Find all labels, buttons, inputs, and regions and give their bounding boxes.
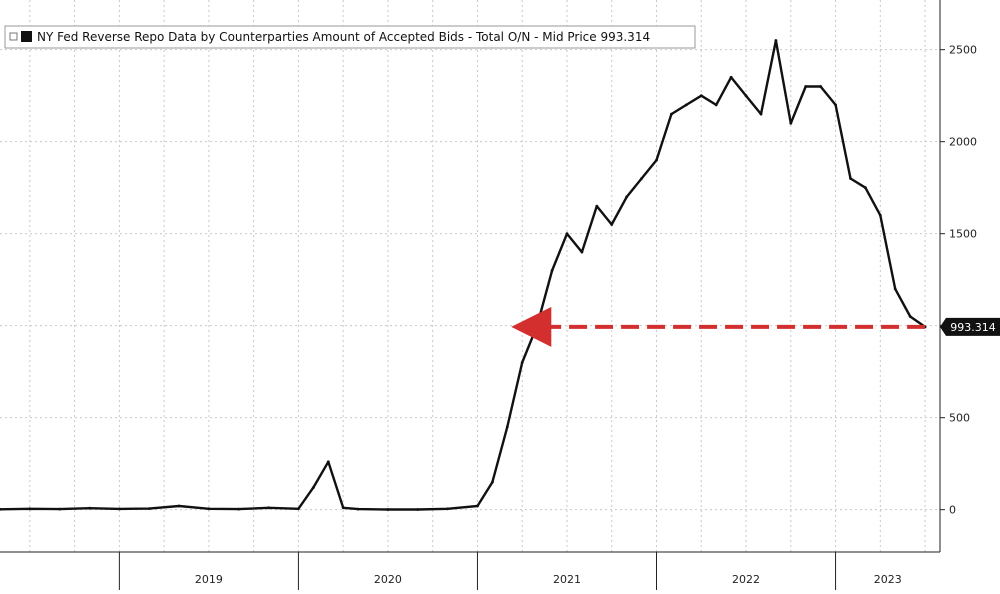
x-gridlines [29, 0, 926, 552]
series-layer [0, 39, 927, 511]
x-tick-label: 2023 [874, 573, 902, 586]
x-tick-label: 2022 [732, 573, 760, 586]
series-point [714, 103, 718, 107]
series-point [535, 324, 539, 328]
y-tick-label: 500 [949, 412, 970, 425]
series-point [565, 232, 569, 236]
series-point [28, 507, 32, 511]
series-point [505, 425, 509, 429]
legend-series-marker [21, 31, 32, 42]
last-value-badge-bg [940, 317, 1000, 336]
series-point [326, 460, 330, 464]
series-point [893, 287, 897, 291]
legend-checkbox-icon [9, 32, 18, 41]
series-point [237, 507, 241, 511]
y-tick-label: 2000 [949, 136, 977, 149]
series-point [356, 507, 360, 511]
annotation-layer: 993.314 [511, 306, 1000, 347]
series-point [834, 103, 837, 107]
series-point [759, 112, 763, 116]
series-point [311, 486, 315, 489]
series-point [774, 39, 778, 42]
y-tick-label: 2500 [949, 44, 977, 57]
series-point [550, 269, 554, 272]
series-point [267, 506, 270, 510]
series-point [789, 121, 793, 125]
legend: NY Fed Reverse Repo Data by Counterparti… [4, 25, 696, 49]
x-tick-label: 2019 [195, 573, 223, 586]
series-point [864, 186, 867, 190]
series-point [908, 315, 912, 318]
legend-box [4, 25, 696, 49]
series-point [625, 195, 629, 199]
series-point [386, 508, 390, 511]
series-point [878, 213, 882, 217]
x-tick-label: 2021 [553, 573, 581, 586]
legend-entry-label: NY Fed Reverse Repo Data by Counterparti… [37, 30, 650, 44]
y-gridlines [0, 49, 940, 511]
series-point [819, 85, 822, 88]
series-point [655, 158, 658, 162]
series-point [177, 504, 181, 508]
series-point [699, 94, 703, 98]
series-point [610, 223, 614, 226]
x-tick-labels: 2019 2020 2021 2022 2023 [195, 573, 902, 586]
series-point [580, 250, 584, 254]
series-point [147, 507, 151, 510]
series-point [446, 507, 449, 511]
y-tick-labels: 05001000150020002500 [940, 44, 977, 517]
series-point [118, 507, 121, 511]
x-tick-label: 2020 [374, 573, 402, 586]
series-point [684, 103, 688, 107]
series-point [88, 506, 91, 510]
last-value-badge: 993.314 [940, 317, 1000, 336]
series-point [595, 204, 599, 208]
y-tick-label: 0 [949, 504, 956, 517]
series-point [341, 506, 345, 510]
series-point [58, 507, 62, 511]
series-point [670, 112, 673, 116]
series-point [491, 480, 494, 484]
plot-background [0, 0, 940, 552]
series-point [416, 508, 420, 511]
series-point [744, 94, 748, 98]
x-year-separators [118, 552, 837, 590]
last-value-label: 993.314 [950, 321, 996, 334]
series-point [0, 507, 2, 511]
series-point [476, 504, 479, 508]
series-point [849, 177, 852, 180]
series-point [729, 75, 733, 79]
y-tick-label: 1500 [949, 228, 977, 241]
series-point [297, 507, 300, 511]
series-point [207, 507, 211, 511]
series-point [520, 361, 524, 364]
series-point [804, 85, 808, 88]
series-point [640, 177, 643, 180]
